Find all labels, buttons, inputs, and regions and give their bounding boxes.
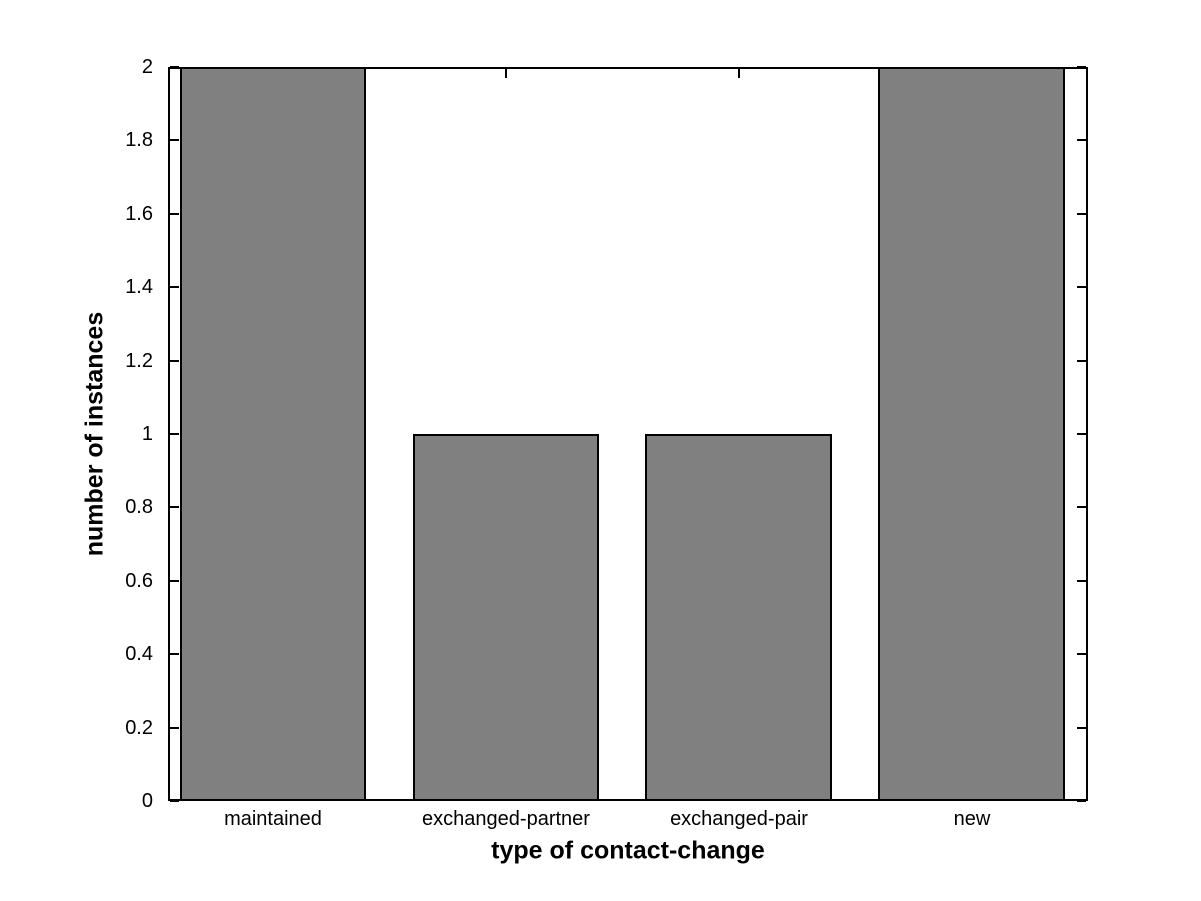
x-tick-label: maintained xyxy=(224,808,322,830)
y-tick-label: 1.8 xyxy=(125,129,153,151)
y-axis-label: number of instances xyxy=(80,311,109,557)
y-tick-left xyxy=(170,800,179,802)
y-tick-right xyxy=(1077,580,1086,582)
y-tick-left xyxy=(170,433,179,435)
y-tick-left xyxy=(170,506,179,508)
y-tick-left xyxy=(170,653,179,655)
x-axis-label: type of contact-change xyxy=(491,836,765,865)
y-tick-left xyxy=(170,580,179,582)
y-tick-left xyxy=(170,66,179,68)
y-tick-label: 0.2 xyxy=(125,717,153,739)
y-tick-label: 0 xyxy=(141,790,153,812)
y-tick-right xyxy=(1077,66,1086,68)
x-tick-label: new xyxy=(953,808,991,830)
y-tick-right xyxy=(1077,286,1086,288)
y-tick-label: 1 xyxy=(141,423,153,445)
y-tick-left xyxy=(170,139,179,141)
y-tick-left xyxy=(170,286,179,288)
y-tick-right xyxy=(1077,213,1086,215)
y-tick-label: 2 xyxy=(141,56,153,78)
x-tick-top xyxy=(738,69,740,78)
y-tick-left xyxy=(170,727,179,729)
bar-exchanged-partner xyxy=(413,434,599,801)
bar-new xyxy=(878,67,1065,801)
y-tick-label: 1.4 xyxy=(125,276,153,298)
y-tick-label: 0.4 xyxy=(125,643,153,665)
y-tick-right xyxy=(1077,506,1086,508)
y-tick-left xyxy=(170,213,179,215)
y-tick-right xyxy=(1077,433,1086,435)
y-tick-label: 0.6 xyxy=(125,570,153,592)
y-tick-label: 1.6 xyxy=(125,203,153,225)
x-tick-top xyxy=(505,69,507,78)
y-tick-label: 1.2 xyxy=(125,350,153,372)
y-tick-right xyxy=(1077,800,1086,802)
bar-exchanged-pair xyxy=(645,434,832,801)
y-tick-right xyxy=(1077,360,1086,362)
bar-maintained xyxy=(180,67,366,801)
y-tick-label: 0.8 xyxy=(125,496,153,518)
y-tick-right xyxy=(1077,727,1086,729)
x-tick-label: exchanged-partner xyxy=(422,808,590,830)
y-tick-left xyxy=(170,360,179,362)
x-tick-label: exchanged-pair xyxy=(670,808,808,830)
y-tick-right xyxy=(1077,653,1086,655)
y-tick-right xyxy=(1077,139,1086,141)
plot-area xyxy=(168,67,1088,801)
